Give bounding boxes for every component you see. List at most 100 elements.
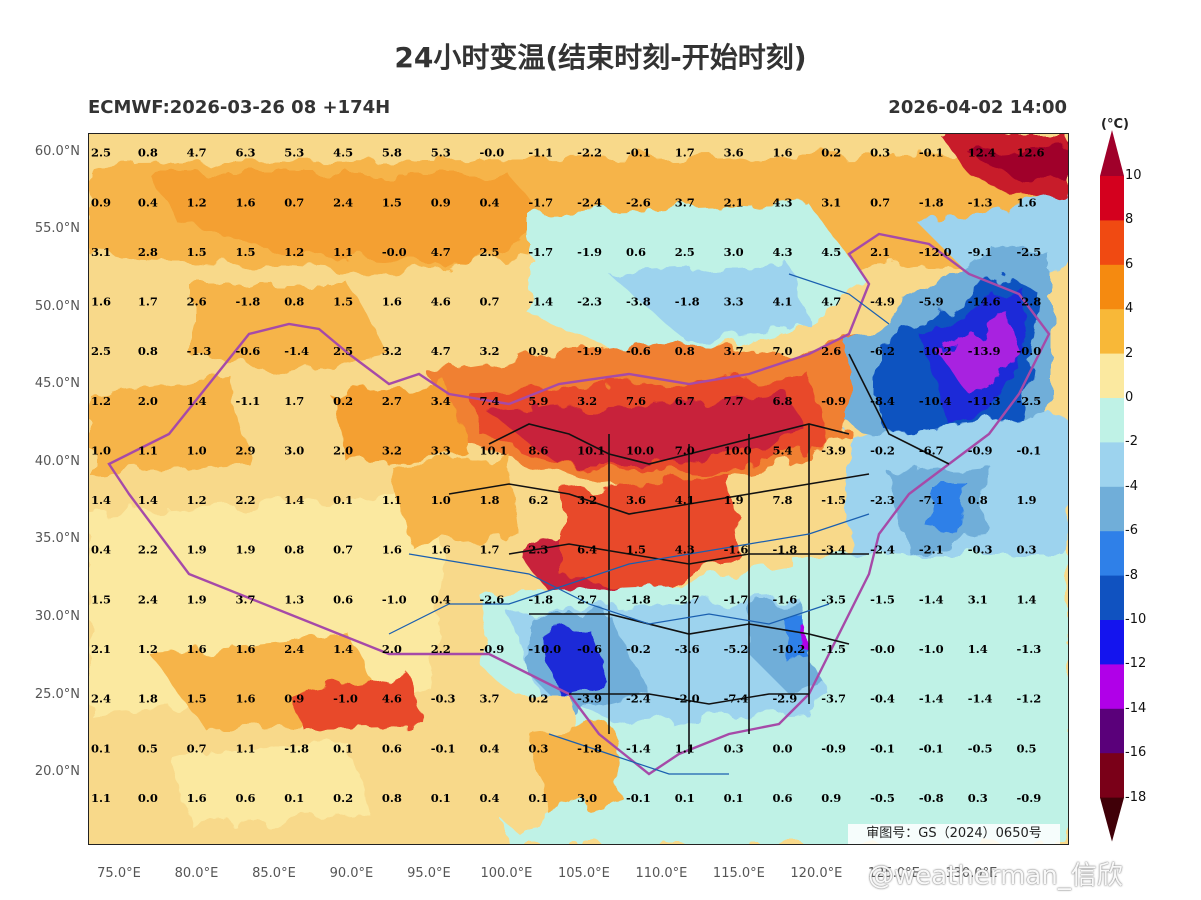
grid-value: -1.5	[870, 592, 895, 606]
grid-value: 1.5	[91, 592, 111, 606]
grid-value: 2.5	[480, 245, 500, 259]
grid-value: 10.1	[577, 443, 605, 457]
grid-value: 0.1	[675, 791, 695, 805]
grid-value: 3.0	[577, 791, 597, 805]
grid-value: 10.0	[626, 443, 654, 457]
grid-value: 0.8	[284, 543, 304, 557]
grid-value: 7.0	[772, 344, 792, 358]
grid-value: 1.9	[235, 543, 255, 557]
longitude-tick-label: 110.0°E	[635, 866, 688, 881]
boundaries	[107, 232, 1051, 776]
grid-value: -2.5	[1017, 394, 1042, 408]
grid-value: 2.7	[382, 394, 402, 408]
longitude-tick-label: 130.0°E	[945, 866, 998, 881]
grid-value: -0.1	[870, 741, 895, 755]
grid-value: 1.6	[235, 195, 255, 209]
longitude-tick-label: 115.0°E	[712, 866, 765, 881]
grid-value: -0.1	[1017, 443, 1042, 457]
colorbar	[1100, 130, 1124, 842]
grid-value: -1.4	[919, 592, 944, 606]
longitude-tick-label: 100.0°E	[480, 866, 533, 881]
grid-value: 2.4	[284, 642, 304, 656]
grid-value: 1.9	[1017, 493, 1037, 507]
grid-value: 0.1	[724, 791, 744, 805]
grid-value: 3.2	[382, 443, 402, 457]
grid-value: -6.7	[919, 443, 944, 457]
grid-value: 0.3	[968, 791, 988, 805]
grid-value: -14.6	[968, 295, 1001, 309]
grid-value: 2.8	[138, 245, 158, 259]
grid-value: 1.6	[772, 146, 792, 160]
grid-value: -0.9	[968, 443, 993, 457]
colorbar-tick-label: -12	[1125, 656, 1147, 672]
grid-value: -1.7	[528, 245, 553, 259]
grid-value: 0.7	[480, 295, 500, 309]
grid-value: -3.8	[626, 295, 651, 309]
grid-value: -0.1	[626, 791, 651, 805]
grid-value: -3.5	[821, 592, 846, 606]
grid-value: 1.6	[382, 543, 402, 557]
grid-value: 2.2	[138, 543, 158, 557]
grid-value: -1.0	[382, 592, 407, 606]
grid-value: 0.2	[528, 692, 548, 706]
model-run-label: ECMWF:2026-03-26 08 +174H	[88, 97, 391, 118]
grid-value: 0.6	[626, 245, 646, 259]
grid-value: -1.4	[919, 692, 944, 706]
grid-value: 3.1	[968, 592, 988, 606]
grid-value: -1.8	[528, 592, 553, 606]
grid-value: -5.9	[919, 295, 944, 309]
grid-value: -2.7	[675, 592, 700, 606]
longitude-tick-label: 125.0°E	[867, 866, 920, 881]
grid-value: 0.9	[284, 692, 304, 706]
grid-value: -1.7	[724, 592, 749, 606]
grid-value: -0.9	[821, 741, 846, 755]
grid-value: 2.0	[333, 443, 353, 457]
grid-values: 2.5 0.8 4.7 6.3 5.3 4.5 5.8 5.3 -0.0 -1.1 -2.2 -0.1…	[91, 146, 1045, 805]
grid-value: -1.8	[772, 543, 797, 557]
grid-value: 1.4	[284, 493, 304, 507]
grid-value: 0.8	[968, 493, 988, 507]
latitude-tick-label: 55.0°N	[34, 221, 80, 237]
colorbar-tick-label: -18	[1125, 789, 1147, 805]
grid-value: -1.4	[626, 741, 651, 755]
grid-value: 1.6	[235, 692, 255, 706]
colorbar-segment	[1100, 176, 1124, 221]
grid-value: 0.1	[431, 791, 451, 805]
grid-value: -0.6	[626, 344, 651, 358]
grid-value: 1.2	[138, 642, 158, 656]
grid-value: -0.3	[968, 543, 993, 557]
grid-value: 0.9	[91, 195, 111, 209]
grid-value: 1.7	[480, 543, 500, 557]
grid-value: -0.0	[480, 146, 505, 160]
longitude-tick-label: 90.0°E	[329, 866, 374, 881]
grid-value: 1.0	[91, 443, 111, 457]
grid-value: -7.1	[919, 493, 944, 507]
grid-value: -1.4	[968, 692, 993, 706]
grid-value: 2.5	[675, 245, 695, 259]
grid-value: -13.9	[968, 344, 1001, 358]
grid-value: 4.7	[187, 146, 207, 160]
grid-value: -0.6	[235, 344, 260, 358]
grid-value: 0.1	[284, 791, 304, 805]
colorbar-segment	[1100, 753, 1124, 799]
grid-value: 4.5	[821, 245, 841, 259]
grid-value: 0.4	[91, 543, 111, 557]
grid-value: 0.4	[480, 741, 500, 755]
grid-value: 2.1	[91, 642, 111, 656]
grid-value: 6.4	[577, 543, 597, 557]
grid-value: 1.3	[284, 592, 304, 606]
latitude-tick-label: 50.0°N	[34, 298, 80, 314]
grid-value: 4.7	[431, 344, 451, 358]
grid-value: 1.0	[187, 443, 207, 457]
colorbar-tick-label: -4	[1125, 478, 1138, 494]
grid-value: -2.1	[919, 543, 944, 557]
latitude-tick-label: 45.0°N	[34, 376, 80, 392]
grid-value: -2.3	[870, 493, 895, 507]
colorbar-segment	[1100, 708, 1124, 754]
colorbar-tick-label: 2	[1125, 345, 1134, 361]
colorbar-tick-label: -6	[1125, 523, 1138, 539]
grid-value: -5.2	[724, 642, 749, 656]
grid-value: 1.4	[968, 642, 988, 656]
grid-value: -1.1	[235, 394, 260, 408]
grid-value: 0.1	[91, 741, 111, 755]
